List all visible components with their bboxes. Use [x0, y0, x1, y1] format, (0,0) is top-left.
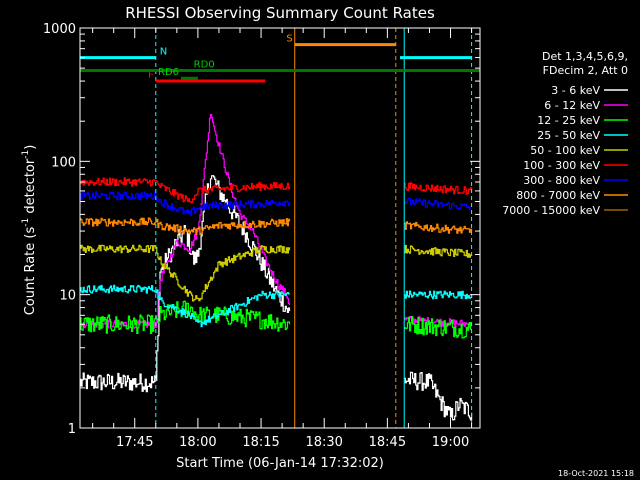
axes: 1 10 100 1000 17:45 18:00 18:15 18:30 18:45 19:00 — [43, 22, 481, 450]
y-label-part: Count Rate (s — [23, 227, 38, 316]
legend-label-7: 800 - 7000 keV — [516, 189, 600, 202]
series-line-7-1 — [404, 221, 473, 234]
series-line-0-1 — [404, 371, 473, 421]
series-line-5-1 — [404, 182, 473, 195]
flag-label-2: S — [286, 34, 292, 45]
legend-label-5: 100 - 300 keV — [523, 159, 600, 172]
series-line-3-0 — [80, 284, 291, 328]
flag-label-5: RD6 — [158, 67, 179, 78]
x-tick-label-5: 19:00 — [432, 435, 469, 450]
x-tick-label-1: 18:00 — [179, 435, 216, 450]
legend-label-6: 300 - 800 keV — [523, 174, 600, 187]
series-line-6-1 — [404, 197, 472, 211]
y-label-part: detector — [23, 158, 38, 218]
series-line-7-0 — [80, 217, 291, 236]
legend-header-0: Det 1,3,4,5,6,9, — [542, 50, 628, 63]
y-tick-label-3: 1000 — [43, 22, 76, 37]
series-line-4-1 — [404, 244, 473, 258]
legend-label-2: 12 - 25 keV — [537, 114, 600, 127]
x-tick-label-4: 18:45 — [369, 435, 406, 450]
axes-frame — [79, 27, 481, 429]
legend-header-1: FDecim 2, Att 0 — [543, 64, 628, 77]
series-line-3-1 — [404, 290, 473, 300]
legend-label-3: 25 - 50 keV — [537, 129, 600, 142]
chart-title: RHESSI Observing Summary Count Rates — [125, 4, 435, 22]
flag-label-3: F — [148, 70, 154, 81]
y-label-part: ) — [23, 145, 38, 150]
x-tick-label-2: 18:15 — [242, 435, 279, 450]
flag-label-4: RD0 — [194, 60, 215, 71]
y-tick-label-1: 10 — [59, 289, 76, 304]
legend-label-1: 6 - 12 keV — [544, 99, 600, 112]
flag-label-0: N — [160, 47, 167, 58]
x-axis-label: Start Time (06-Jan-14 17:32:02) — [176, 456, 384, 471]
legend-label-0: 3 - 6 keV — [551, 84, 600, 97]
series-line-5-0 — [80, 177, 291, 204]
series-line-2-1 — [404, 316, 472, 339]
y-label-part: -1 — [21, 150, 31, 159]
y-label-part: -1 — [21, 218, 31, 227]
series-line-6-0 — [80, 191, 291, 216]
y-tick-label-2: 100 — [51, 155, 76, 170]
x-tick-label-0: 17:45 — [116, 435, 153, 450]
legend-label-4: 50 - 100 keV — [530, 144, 600, 157]
x-tick-label-3: 18:30 — [305, 435, 342, 450]
series-line-2-0 — [80, 300, 291, 334]
legend-label-8: 7000 - 15000 keV — [502, 204, 600, 217]
y-axis-label: Count Rate (s-1 detector-1) — [21, 145, 38, 316]
plot-area: N S F RD0 RD6 — [79, 28, 480, 428]
footer-timestamp: 18-Oct-2021 15:18 — [558, 469, 634, 478]
y-tick-label-0: 1 — [68, 422, 76, 437]
series-line-4-0 — [80, 244, 291, 302]
series-line-0-0 — [80, 175, 291, 393]
legend: Det 1,3,4,5,6,9,FDecim 2, Att 0 3 - 6 keV… — [502, 50, 628, 217]
